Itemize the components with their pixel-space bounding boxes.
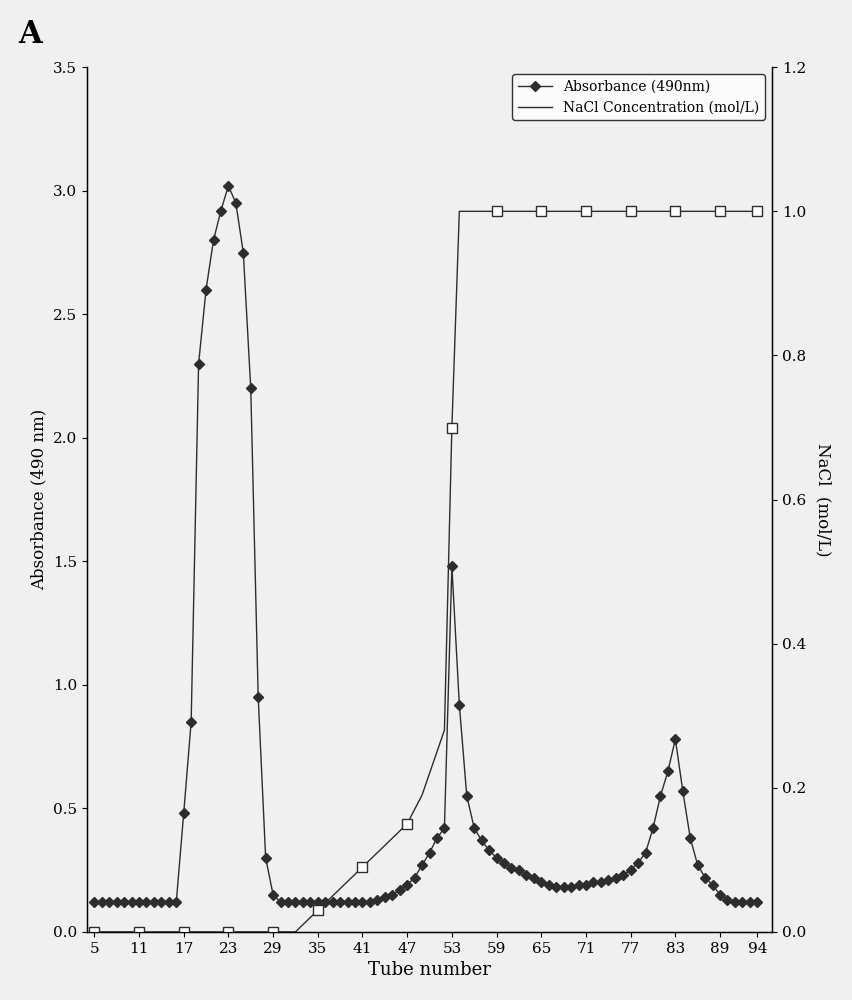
Line: NaCl Concentration (mol/L): NaCl Concentration (mol/L) (95, 211, 757, 932)
Absorbance (490nm) (179, 807, 189, 819)
Absorbance (490nm) (663, 765, 673, 777)
Legend: Absorbance (490nm), NaCl Concentration (mol/L): Absorbance (490nm), NaCl Concentration (… (512, 74, 765, 120)
Absorbance (490nm) (223, 180, 233, 192)
NaCl Concentration (mol/L) (179, 926, 189, 938)
NaCl Concentration (mol/L) (648, 205, 658, 217)
NaCl Concentration (mol/L) (663, 205, 673, 217)
Y-axis label: NaCl  (mol/L): NaCl (mol/L) (815, 443, 832, 556)
Text: A: A (19, 19, 42, 50)
Absorbance (490nm) (89, 896, 100, 908)
Y-axis label: Absorbance (490 nm): Absorbance (490 nm) (31, 409, 48, 590)
NaCl Concentration (mol/L) (291, 926, 301, 938)
Absorbance (490nm) (752, 896, 763, 908)
NaCl Concentration (mol/L) (454, 205, 464, 217)
Absorbance (490nm) (298, 896, 308, 908)
Line: Absorbance (490nm): Absorbance (490nm) (91, 182, 761, 906)
Absorbance (490nm) (648, 822, 658, 834)
Absorbance (490nm) (730, 896, 740, 908)
NaCl Concentration (mol/L) (89, 926, 100, 938)
NaCl Concentration (mol/L) (752, 205, 763, 217)
NaCl Concentration (mol/L) (559, 205, 569, 217)
Absorbance (490nm) (559, 881, 569, 893)
X-axis label: Tube number: Tube number (368, 961, 491, 979)
NaCl Concentration (mol/L) (730, 205, 740, 217)
